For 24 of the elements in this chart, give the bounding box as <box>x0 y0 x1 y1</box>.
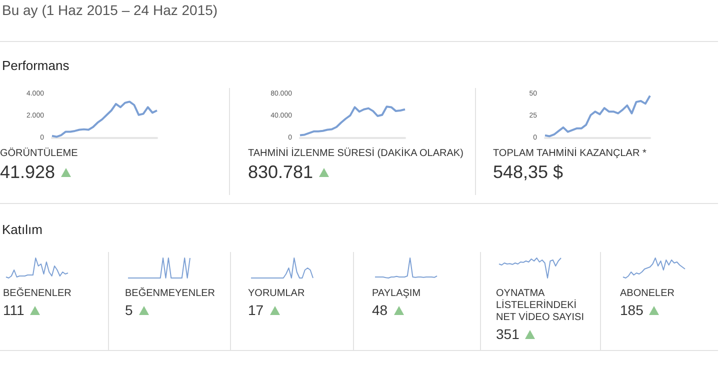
text: OYNATMA LİSTELERİNDEKİ NET VİDEO SAYISI <box>496 288 585 324</box>
line-series <box>544 94 651 138</box>
text: ABONELER <box>620 288 676 300</box>
text: YORUMLAR <box>248 288 306 300</box>
text: 5 <box>125 302 133 318</box>
text: Katılım <box>2 222 42 237</box>
text: Bu ay (1 Haz 2015 – 24 Haz 2015) <box>2 2 218 18</box>
text: BEĞENENLER <box>3 288 72 300</box>
line-series <box>299 106 406 136</box>
text: 830.781 <box>248 162 314 183</box>
text: TOPLAM TAHMİNİ KAZANÇLAR * <box>493 148 648 160</box>
text: 351 <box>496 326 520 342</box>
text: Performans <box>2 58 70 73</box>
text: 185 <box>620 302 644 318</box>
text: GÖRÜNTÜLEME <box>0 148 79 160</box>
text: PAYLAŞIM <box>372 288 422 300</box>
text: 17 <box>248 302 264 318</box>
text: 41.928 <box>0 162 56 183</box>
text: 48 <box>372 302 388 318</box>
text: BEĞENMEYENLER <box>125 288 216 300</box>
text: 111 <box>3 302 24 318</box>
text: TAHMİNİ İZLENME SÜRESİ (DAKİKA OLARAK) <box>248 148 464 160</box>
line-series <box>51 100 158 138</box>
text: 548,35 $ <box>493 162 564 183</box>
